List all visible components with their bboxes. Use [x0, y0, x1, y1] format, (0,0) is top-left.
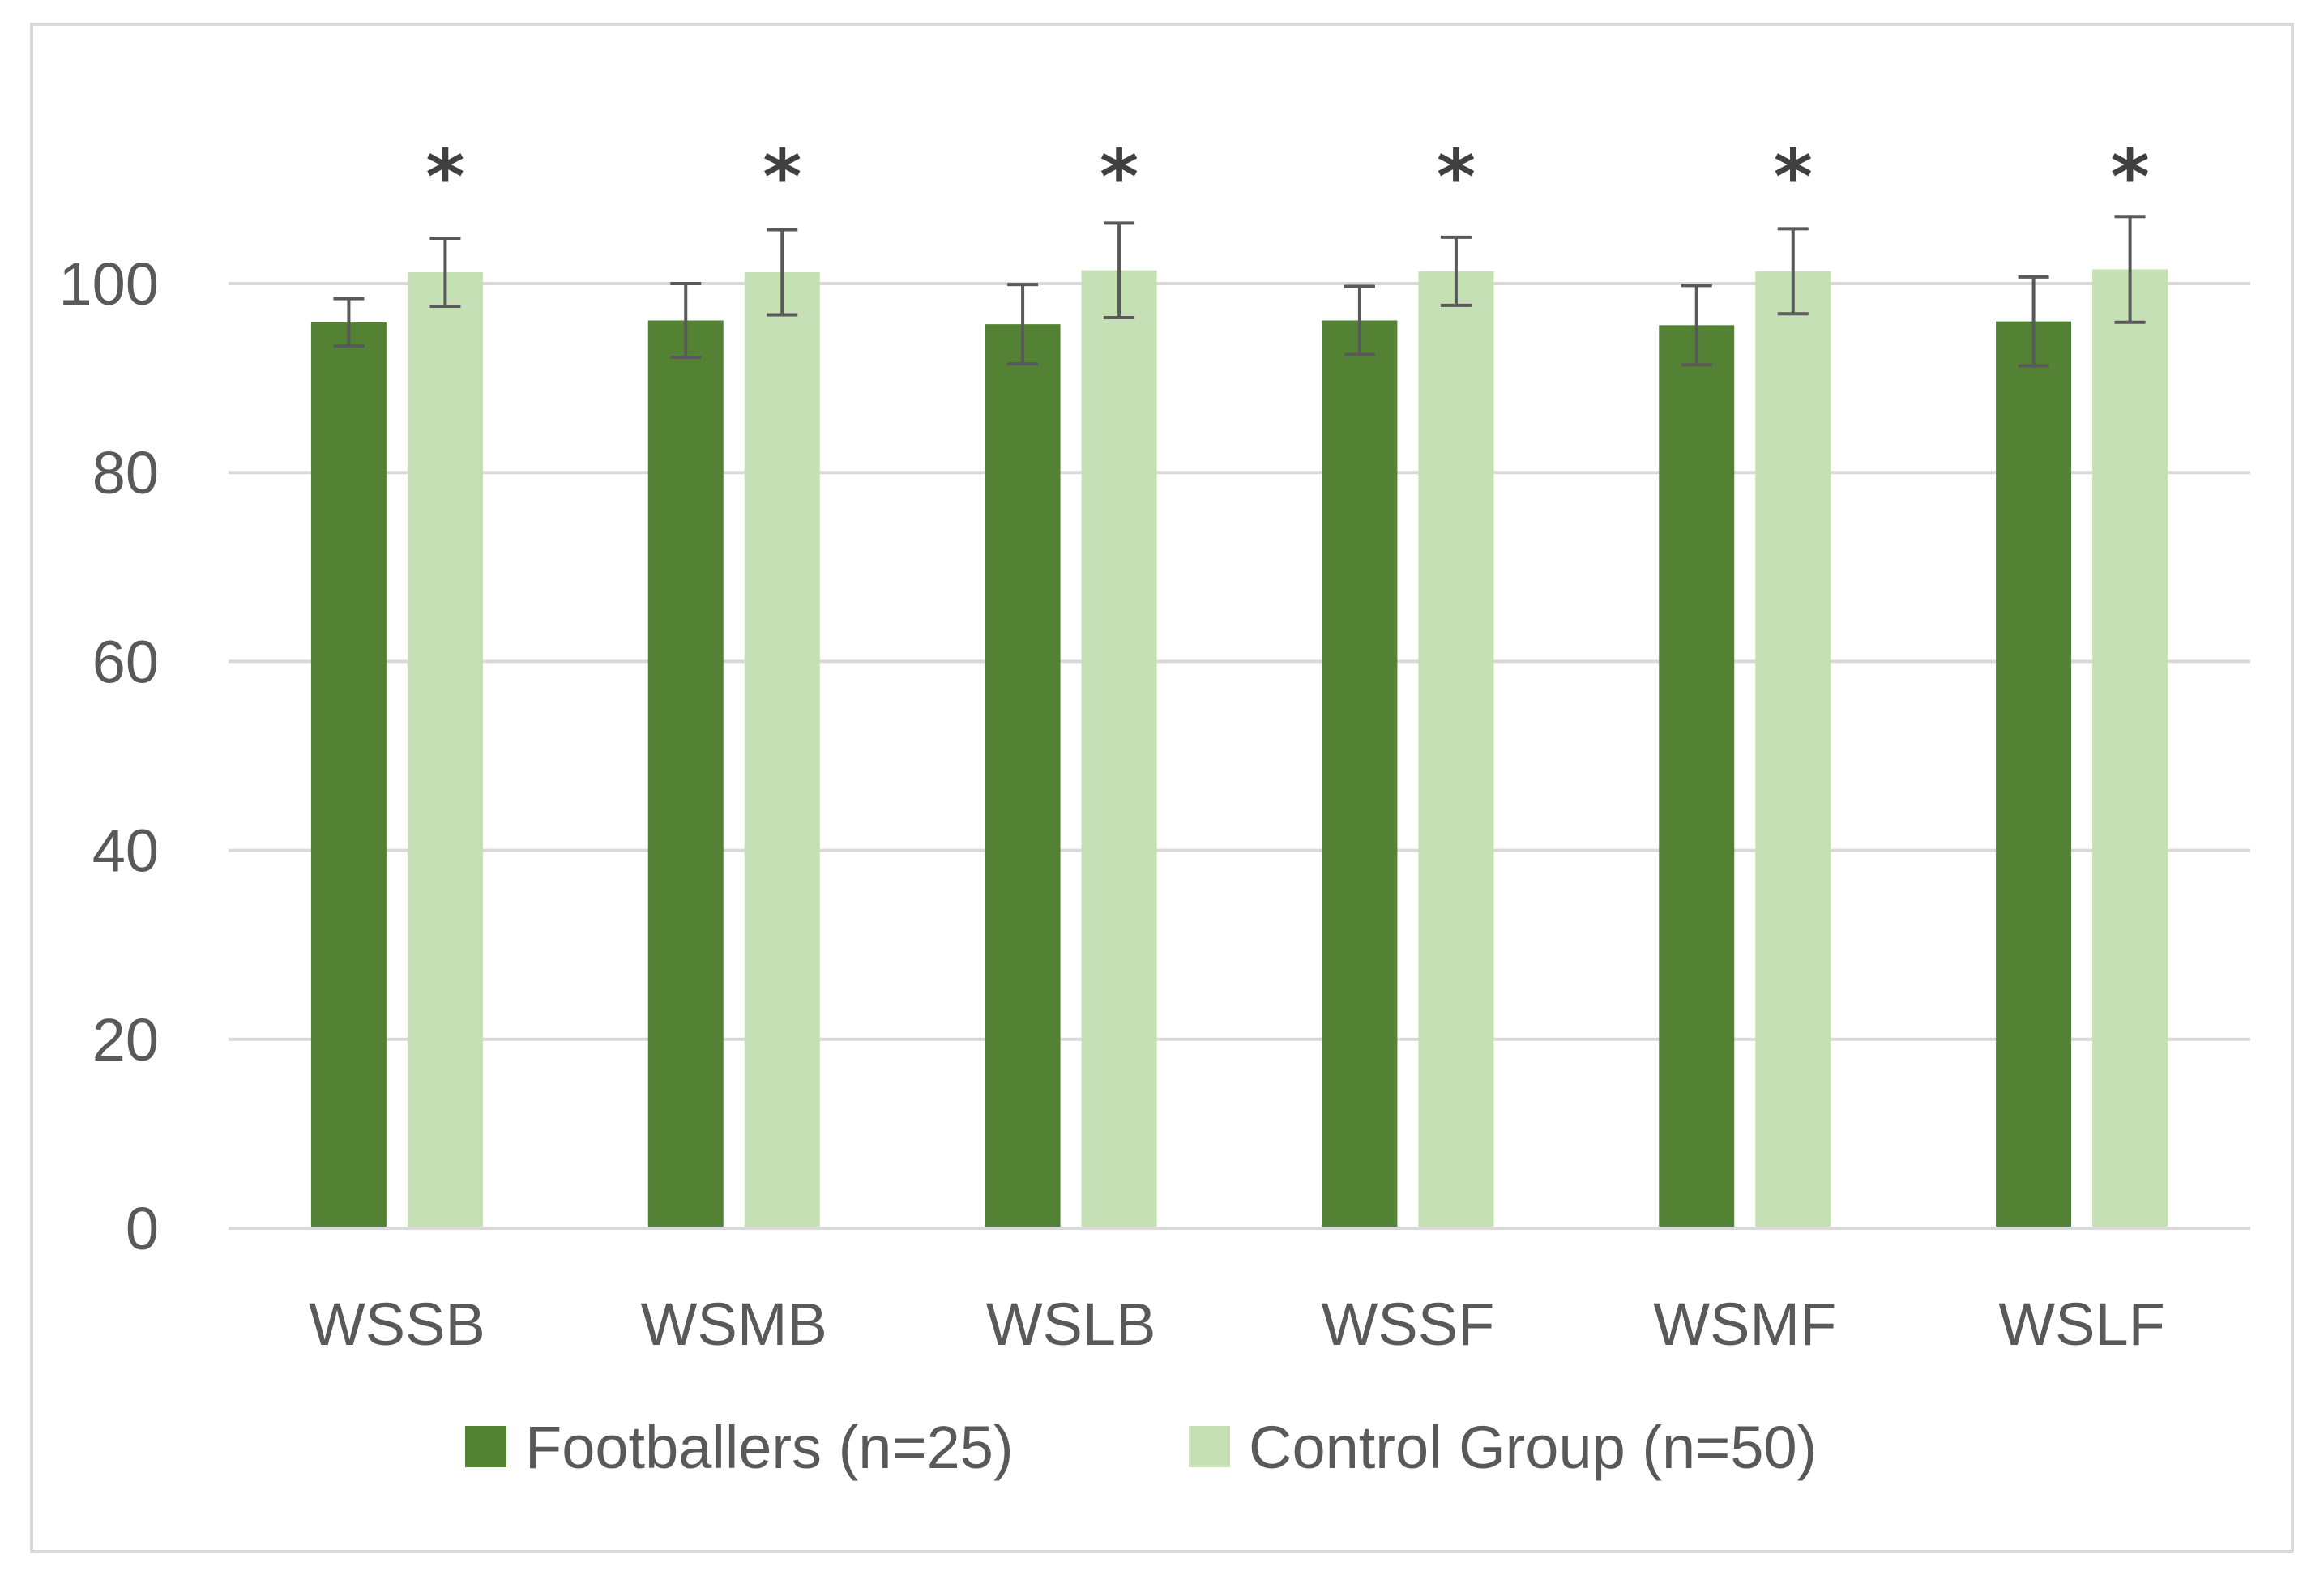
chart-area	[30, 23, 2294, 1553]
error-bar-wslb-series-1	[1104, 221, 1135, 319]
significance-mark: *	[2111, 134, 2150, 220]
y-tick-label: 100	[59, 250, 159, 318]
bar-wssb-series-0	[310, 322, 387, 1228]
bar-wsmf-series-0	[1659, 325, 1735, 1229]
significance-mark: *	[1774, 134, 1813, 220]
x-category-label: WSSF	[1322, 1291, 1495, 1358]
error-bar-wssb-series-1	[429, 237, 461, 308]
error-bar-wslb-series-0	[1007, 283, 1039, 366]
bar-wslf-series-1	[2092, 269, 2168, 1228]
y-tick-label: 40	[92, 817, 159, 885]
error-bar-wssf-series-1	[1440, 235, 1472, 307]
legend-label-footballers: Footballers (n=25)	[525, 1414, 1014, 1481]
legend: Footballers (n=25) Control Group (n=50)	[465, 1414, 1817, 1481]
error-bar-wsmf-series-0	[1681, 284, 1712, 367]
x-category-label: WSSB	[309, 1291, 485, 1358]
bar-wssb-series-1	[407, 272, 483, 1228]
legend-label-control-group: Control Group (n=50)	[1249, 1414, 1817, 1481]
x-axis-categories: WSSB WSMB WSLB WSSF WSMF WSLF	[229, 1227, 2250, 1358]
y-tick-label: 0	[126, 1195, 159, 1262]
bar-wslf-series-0	[1996, 321, 2072, 1228]
y-tick-label: 60	[92, 628, 159, 695]
error-bar-wsmf-series-1	[1777, 227, 1809, 316]
error-bar-wsmb-series-0	[670, 282, 702, 359]
bar-wsmb-series-0	[647, 320, 724, 1228]
y-axis-ticks: 0 20 40 60 80 100	[59, 250, 159, 1262]
gridlines	[229, 282, 2250, 1230]
x-category-label: WSMB	[641, 1291, 827, 1358]
y-tick-label: 80	[92, 439, 159, 506]
legend-swatch-footballers	[465, 1426, 506, 1467]
bar-wssf-series-1	[1418, 271, 1494, 1228]
x-category-label: WSLF	[1998, 1291, 2165, 1358]
significance-marks: * * * * * *	[425, 134, 2149, 220]
error-bar-wssf-series-0	[1344, 284, 1375, 356]
significance-mark: *	[1100, 134, 1139, 220]
error-bars	[333, 215, 2146, 368]
y-tick-label: 20	[92, 1006, 159, 1073]
bars	[310, 269, 2168, 1229]
significance-mark: *	[763, 134, 801, 220]
bar-wsmf-series-1	[1755, 271, 1831, 1228]
error-bar-wssb-series-0	[333, 297, 365, 348]
bar-wslb-series-1	[1081, 270, 1157, 1228]
bar-wssf-series-0	[1322, 320, 1398, 1228]
error-bar-wslf-series-0	[2018, 275, 2049, 368]
significance-mark: *	[425, 134, 464, 220]
bar-wslb-series-0	[985, 324, 1061, 1229]
legend-swatch-control-group	[1189, 1426, 1230, 1467]
x-category-label: WSMF	[1653, 1291, 1836, 1358]
x-category-label: WSLB	[986, 1291, 1156, 1358]
significance-mark: *	[1437, 134, 1476, 220]
error-bar-wsmb-series-1	[767, 228, 798, 317]
error-bar-wslf-series-1	[2114, 215, 2146, 324]
bar-wsmb-series-1	[744, 272, 820, 1228]
